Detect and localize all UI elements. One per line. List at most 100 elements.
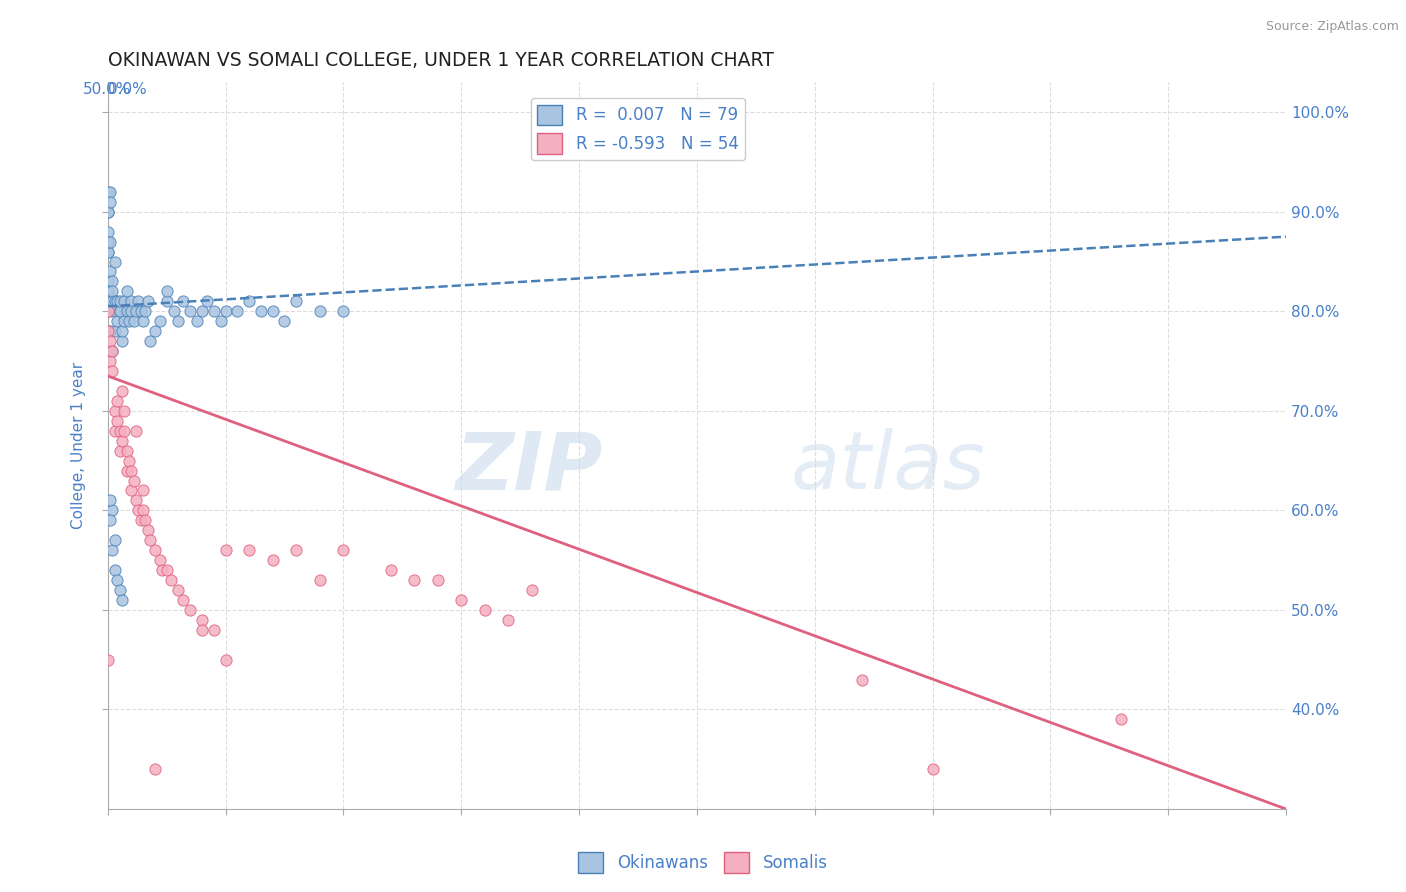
Point — [156, 563, 179, 577]
Point — [136, 523, 159, 537]
Legend: R =  0.007   N = 79, R = -0.593   N = 54: R = 0.007 N = 79, R = -0.593 N = 54 — [530, 98, 745, 161]
Text: ZIP: ZIP — [456, 428, 603, 507]
Point — [156, 294, 179, 309]
Point — [474, 603, 496, 617]
Point — [98, 354, 121, 368]
Point — [105, 573, 128, 587]
Point — [404, 573, 426, 587]
Point — [143, 762, 166, 776]
Point — [163, 304, 186, 318]
Point — [112, 314, 135, 328]
Point — [98, 493, 121, 508]
Point — [111, 324, 134, 338]
Point — [132, 314, 155, 328]
Point — [122, 314, 145, 328]
Point — [98, 235, 121, 249]
Point — [104, 533, 127, 548]
Point — [101, 294, 124, 309]
Point — [380, 563, 402, 577]
Point — [112, 294, 135, 309]
Point — [285, 543, 308, 558]
Point — [186, 314, 208, 328]
Point — [179, 603, 201, 617]
Point — [160, 573, 183, 587]
Point — [520, 582, 543, 597]
Point — [104, 324, 127, 338]
Point — [308, 304, 330, 318]
Point — [120, 304, 142, 318]
Point — [111, 384, 134, 398]
Point — [104, 304, 127, 318]
Point — [156, 285, 179, 299]
Point — [167, 582, 190, 597]
Point — [139, 334, 162, 348]
Point — [150, 563, 173, 577]
Point — [149, 553, 172, 567]
Point — [101, 275, 124, 289]
Point — [105, 414, 128, 428]
Point — [167, 314, 190, 328]
Point — [97, 244, 120, 259]
Point — [120, 294, 142, 309]
Point — [191, 304, 214, 318]
Point — [136, 294, 159, 309]
Point — [98, 344, 121, 359]
Text: Source: ZipAtlas.com: Source: ZipAtlas.com — [1265, 20, 1399, 33]
Point — [108, 304, 131, 318]
Point — [332, 304, 354, 318]
Point — [273, 314, 295, 328]
Point — [101, 364, 124, 378]
Point — [104, 424, 127, 438]
Point — [118, 453, 141, 467]
Point — [238, 543, 260, 558]
Point — [97, 204, 120, 219]
Point — [202, 623, 225, 637]
Point — [179, 304, 201, 318]
Point — [111, 434, 134, 448]
Point — [108, 582, 131, 597]
Point — [122, 474, 145, 488]
Point — [104, 294, 127, 309]
Point — [191, 623, 214, 637]
Point — [851, 673, 873, 687]
Point — [101, 503, 124, 517]
Point — [97, 653, 120, 667]
Point — [108, 424, 131, 438]
Point — [105, 294, 128, 309]
Point — [127, 503, 149, 517]
Point — [262, 553, 284, 567]
Point — [134, 304, 156, 318]
Point — [214, 304, 236, 318]
Point — [112, 404, 135, 418]
Point — [143, 543, 166, 558]
Point — [112, 424, 135, 438]
Point — [97, 185, 120, 199]
Text: atlas: atlas — [792, 428, 986, 507]
Point — [209, 314, 232, 328]
Point — [97, 244, 120, 259]
Point — [214, 543, 236, 558]
Point — [108, 294, 131, 309]
Point — [1109, 713, 1132, 727]
Point — [98, 264, 121, 278]
Point — [105, 314, 128, 328]
Point — [98, 194, 121, 209]
Point — [308, 573, 330, 587]
Point — [120, 483, 142, 498]
Point — [104, 563, 127, 577]
Point — [97, 285, 120, 299]
Point — [143, 324, 166, 338]
Point — [132, 483, 155, 498]
Point — [139, 533, 162, 548]
Y-axis label: College, Under 1 year: College, Under 1 year — [72, 362, 86, 529]
Point — [195, 294, 218, 309]
Point — [450, 593, 472, 607]
Point — [101, 285, 124, 299]
Point — [332, 543, 354, 558]
Point — [97, 235, 120, 249]
Point — [172, 593, 194, 607]
Point — [426, 573, 449, 587]
Text: 50.0%: 50.0% — [83, 82, 131, 97]
Point — [98, 324, 121, 338]
Text: 0.0%: 0.0% — [108, 82, 146, 97]
